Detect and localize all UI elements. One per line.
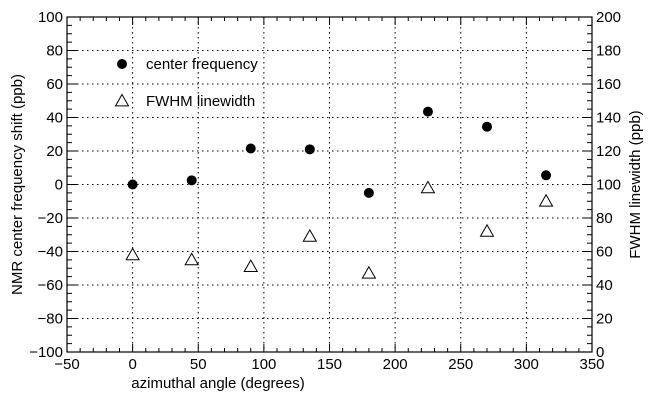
x-tick-label: −50 [54,356,79,373]
point-center-frequency [186,175,197,186]
y2-tick-label: 200 [596,9,621,26]
y-tick-label: 80 [46,43,63,60]
legend-label-fwhm-linewidth: FWHM linewidth [146,93,255,110]
y-tick-label: −60 [38,277,63,294]
x-tick-label: 250 [448,356,473,373]
grid-lines [67,17,592,352]
y-tick-label: 60 [46,76,63,93]
x-tick-label: 50 [190,356,207,373]
x-tick-label: 100 [251,356,276,373]
x-tick-labels: −50 0 50 100 150 200 250 300 350 [54,356,604,373]
y2-tick-label: 0 [596,344,604,361]
y2-axis-title: FWHM linewidth (ppb) [627,110,644,258]
point-fwhm-linewidth [302,228,318,242]
x-tick-label: 150 [317,356,342,373]
y2-tick-labels: 0 20 40 60 80 100 120 140 160 180 200 [596,9,621,361]
plot-frame [66,16,593,353]
y2-tick-label: 40 [596,277,613,294]
legend-marker-center-frequency [117,59,127,69]
y2-tick-label: 160 [596,76,621,93]
y2-tick-label: 60 [596,244,613,261]
point-center-frequency [245,143,256,154]
y2-tick-label: 100 [596,177,621,194]
point-center-frequency [482,121,492,132]
legend-marker-circle [117,59,127,69]
legend-marker-fwhm-linewidth [114,93,130,107]
x-tick-label: 0 [128,356,136,373]
point-center-frequency [127,179,138,190]
y-tick-labels: −100 −80 −60 −40 −20 0 20 40 60 80 100 [29,9,63,361]
point-center-frequency [541,170,552,181]
legend-marker-triangle [114,93,130,107]
point-center-frequency [422,106,433,117]
y-tick-label: −80 [38,311,63,328]
y2-tick-label: 140 [596,110,621,127]
point-center-frequency [363,187,374,198]
point-fwhm-linewidth [243,259,259,272]
y2-tick-label: 120 [596,143,621,160]
point-fwhm-linewidth [538,193,554,207]
legend: center frequency FWHM linewidth [114,56,258,110]
axis-ticks [66,16,593,353]
point-fwhm-linewidth [479,223,495,237]
x-tick-label: 200 [383,356,408,373]
y-tick-label: 40 [46,110,63,127]
y2-tick-label: 80 [596,210,613,227]
x-tick-label: 350 [579,356,604,373]
point-fwhm-linewidth [125,247,140,261]
x-tick-label: 300 [514,356,539,373]
y-tick-label: −40 [38,244,63,261]
data-points [125,106,554,279]
legend-label-center-frequency: center frequency [146,56,258,73]
point-fwhm-linewidth [420,180,436,194]
x-axis-title: azimuthal angle (degrees) [131,375,304,392]
point-fwhm-linewidth [184,252,200,266]
y-tick-label: −20 [38,210,63,227]
y-tick-label: 100 [38,9,63,26]
y2-tick-label: 20 [596,311,613,328]
point-center-frequency [304,144,315,155]
y-tick-label: 0 [55,177,63,194]
y2-tick-label: 180 [596,43,621,60]
y-tick-label: 20 [46,143,63,160]
point-fwhm-linewidth [361,265,377,279]
y-axis-title: NMR center frequency shift (ppb) [9,74,26,295]
y-tick-label: −100 [29,344,63,361]
